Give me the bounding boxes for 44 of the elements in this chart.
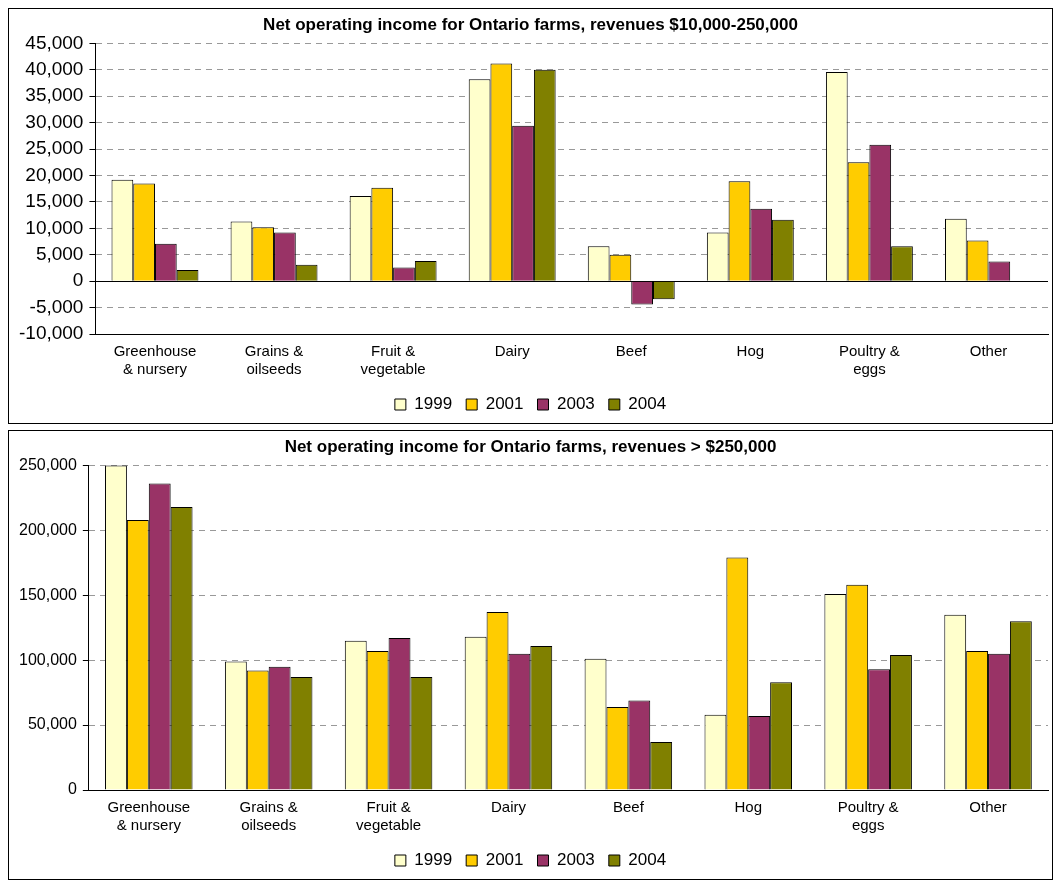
x-tick-label: Greenhouse & nursery	[107, 798, 191, 834]
x-tick-label: Beef	[615, 342, 648, 360]
legend-label: 1999	[414, 850, 453, 870]
x-tick-label: Fruit & vegetable	[360, 342, 426, 378]
y-tick-label: 5,000	[35, 242, 84, 264]
x-tick-label: Poultry & eggs	[837, 798, 899, 834]
y-tick-label: 40,000	[25, 58, 84, 80]
x-tick-label: Grains & oilseeds	[239, 798, 298, 834]
legend-label: 2001	[485, 850, 524, 870]
y-tick-label: 35,000	[25, 84, 84, 106]
y-tick-label: 200,000	[18, 520, 77, 538]
x-tick-label: Other	[969, 342, 1008, 360]
x-tick-label: Greenhouse & nursery	[113, 342, 197, 378]
y-tick-label: 0	[67, 780, 77, 798]
legend-label: 2003	[557, 394, 595, 414]
x-tick-label: Hog	[734, 798, 763, 816]
x-tick-label: Grains & oilseeds	[244, 342, 304, 378]
legend-label: 2001	[485, 394, 524, 414]
y-tick-label: 20,000	[25, 163, 84, 185]
x-tick-label: Hog	[736, 342, 765, 360]
y-tick-label: 15,000	[25, 190, 84, 212]
x-tick-label: Poultry & eggs	[838, 342, 900, 378]
x-tick-label: Other	[969, 798, 1007, 816]
legend-label: 1999	[414, 394, 453, 414]
y-tick-label: 150,000	[18, 585, 77, 603]
y-tick-label: 0	[72, 269, 84, 291]
y-tick-label: 45,000	[25, 31, 84, 53]
y-tick-label: 250,000	[18, 455, 77, 473]
y-tick-label: -5,000	[29, 295, 84, 317]
y-tick-label: 50,000	[27, 715, 77, 733]
x-tick-label: Dairy	[490, 798, 527, 816]
x-tick-label: Fruit & vegetable	[356, 798, 422, 834]
legend-label: 2003	[557, 850, 595, 870]
chart-title: Net operating income for Ontario farms, revenues $10,000-250,000	[263, 14, 798, 34]
y-tick-label: 30,000	[25, 110, 84, 132]
y-tick-label: -10,000	[18, 322, 84, 344]
chart-title: Net operating income for Ontario farms, revenues > $250,000	[284, 436, 777, 456]
y-tick-label: 25,000	[25, 137, 84, 159]
legend-label: 2004	[628, 394, 667, 414]
y-tick-label: 10,000	[25, 216, 84, 238]
x-tick-label: Dairy	[494, 342, 531, 360]
x-tick-label: Beef	[612, 798, 645, 816]
legend-label: 2004	[628, 850, 667, 870]
y-tick-label: 100,000	[18, 650, 77, 668]
